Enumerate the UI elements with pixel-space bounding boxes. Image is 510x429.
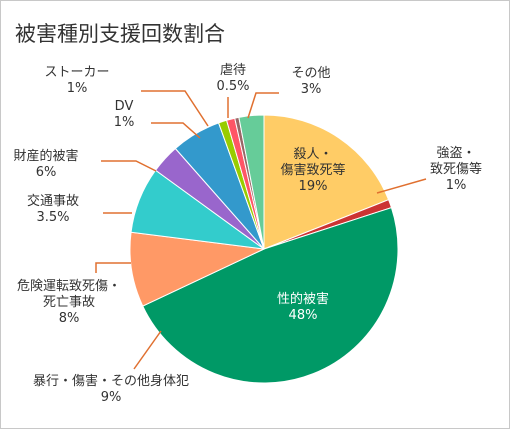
leader-line: [151, 122, 201, 139]
slice-name-label: 交通事故: [27, 193, 79, 209]
slice-value-label: 19%: [299, 179, 328, 194]
slice-name-label: 性的被害: [277, 291, 329, 307]
slice-label: DV 1%: [114, 99, 135, 130]
slice-name-label: 危険運転致死傷・: [17, 279, 121, 294]
slice-value-label: 3.5%: [36, 210, 69, 225]
pie-slice: [263, 114, 390, 250]
slice-label: 性的被害 48%: [277, 291, 329, 323]
slice-label: 虐待 0.5%: [216, 62, 249, 94]
slice-value-label: 9%: [101, 390, 122, 405]
slice-value-label: 6%: [36, 165, 57, 180]
pie-slice: [142, 206, 399, 384]
slice-label: 危険運転致死傷・死亡事故 8%: [17, 279, 121, 326]
pie-slice: [238, 114, 265, 250]
slice-value-label: 3%: [301, 82, 322, 97]
slice-label: 財産的被害 6%: [13, 148, 78, 180]
slice-name-label: 殺人・: [293, 147, 332, 162]
slice-label: 暴行・傷害・その他身体犯 9%: [33, 373, 189, 405]
slice-name-label: ストーカー: [44, 65, 109, 80]
slice-name-label: 虐待: [220, 62, 246, 78]
slice-value-label: 1%: [67, 81, 88, 96]
leader-line: [133, 330, 162, 370]
leader-line: [247, 92, 279, 119]
leader-line: [95, 262, 131, 273]
slice-name-label: DV: [115, 99, 134, 114]
chart-title: 被害種別支援回数割合: [15, 22, 225, 46]
leader-line: [101, 160, 157, 172]
slice-label: その他 3%: [291, 66, 330, 97]
slice-name-label: その他: [291, 66, 330, 81]
slice-name-label: 暴行・傷害・その他身体犯: [33, 373, 189, 389]
slice-value-label: 0.5%: [216, 79, 249, 94]
slice-name-label: 強盗・: [436, 145, 475, 161]
slice-name-label: 財産的被害: [13, 148, 78, 164]
slice-name-label: 傷害致死等: [280, 162, 345, 178]
leader-line: [376, 178, 427, 194]
slice-value-label: 1%: [114, 115, 135, 130]
slice-label: ストーカー 1%: [44, 65, 109, 96]
slice-value-label: 8%: [59, 311, 80, 326]
slice-value-label: 48%: [289, 308, 318, 323]
slice-value-label: 1%: [446, 178, 467, 193]
slice-name-label: 致死傷等: [430, 161, 482, 177]
slice-label: 交通事故 3.5%: [27, 193, 79, 225]
slice-name-label: 死亡事故: [43, 295, 95, 310]
slice-label: 強盗・致死傷等 1%: [430, 145, 482, 193]
slice-label: 殺人・傷害致死等 19%: [280, 147, 345, 194]
leader-line: [141, 90, 209, 127]
